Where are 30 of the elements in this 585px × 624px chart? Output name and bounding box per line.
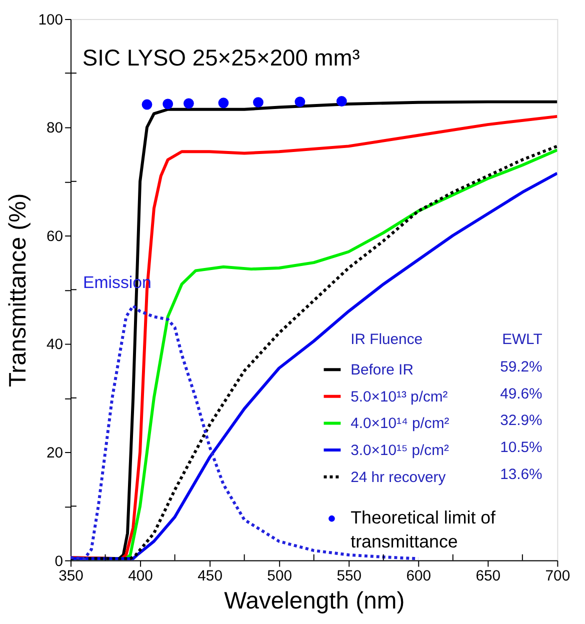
annotation: EWLT: [502, 332, 542, 348]
y-tick-label: 0: [54, 554, 64, 570]
text: SIC LYSO 25×25×200 mm³: [82, 44, 360, 71]
y-axis-title: Transmittance (%): [4, 193, 32, 388]
legend-title: IR Fluence: [350, 332, 423, 348]
legend-label: Theoretical limit of transmittance: [350, 508, 496, 552]
y-tick-label: 20: [46, 445, 64, 462]
x-tick-label: 600: [406, 568, 432, 585]
y-tick-label: 100: [38, 12, 64, 28]
y-tick-label: 60: [46, 228, 64, 245]
y-tick-label: 80: [46, 120, 64, 137]
x-tick-label: 700: [545, 568, 570, 585]
x-tick-label: 500: [267, 568, 292, 585]
x-tick-label: 400: [128, 568, 153, 585]
annotation: 32.9%: [500, 413, 542, 430]
legend-label: 3.0×10¹⁵ p/cm²: [350, 443, 449, 460]
annotation: 13.6%: [500, 466, 542, 483]
x-tick-label: 650: [476, 568, 501, 585]
y-tick-label: 40: [46, 337, 64, 354]
x-axis-title: Wavelength (nm): [224, 587, 405, 614]
legend-label: 4.0×10¹⁴ p/cm²: [350, 416, 450, 432]
legend-label: 24 hr recovery: [350, 470, 446, 486]
annotation: 49.6%: [500, 386, 542, 402]
x-tick-label: 450: [198, 568, 222, 585]
legend-label: Before IR: [350, 362, 414, 379]
annotation: 59.2%: [500, 360, 542, 376]
legend-label: 5.0×10¹³ p/cm²: [350, 389, 448, 406]
x-tick-label: 550: [336, 568, 362, 585]
x-tick-label: 350: [58, 568, 84, 585]
annotation: 10.5%: [500, 440, 542, 456]
